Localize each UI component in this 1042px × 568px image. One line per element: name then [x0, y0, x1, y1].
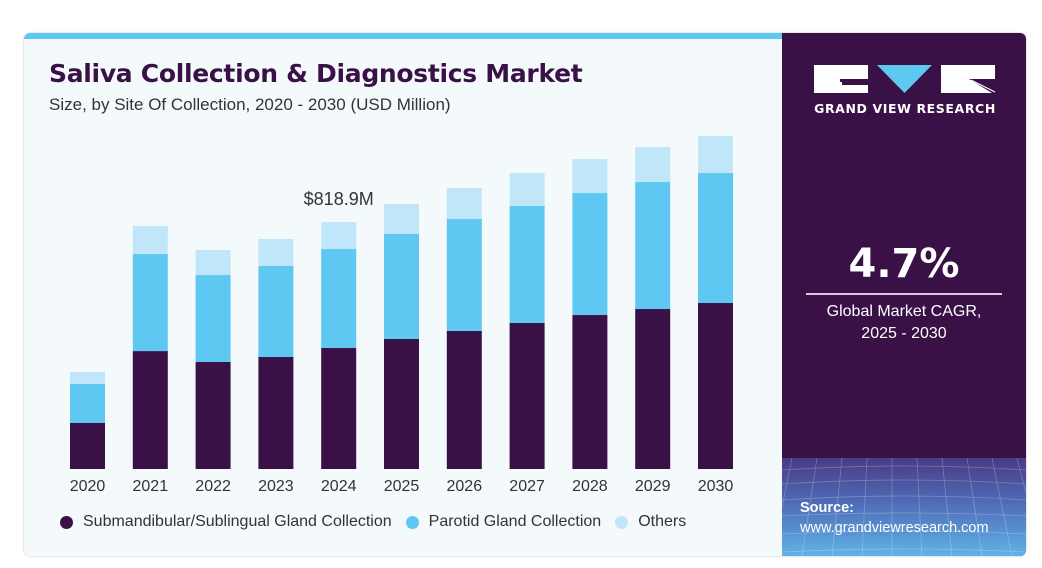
source-panel — [782, 458, 1026, 556]
bar-segment-2021-series-0 — [132, 351, 168, 469]
x-tick-label: 2020 — [70, 478, 106, 495]
x-tick-label: 2021 — [133, 478, 169, 495]
source: Source: www.grandviewresearch.com — [800, 498, 989, 538]
bar-segment-2028-series-1 — [572, 193, 608, 316]
bar-segment-2029-series-1 — [635, 182, 671, 310]
bar-segment-2025-series-2 — [384, 203, 419, 235]
x-tick-label: 2026 — [447, 478, 483, 495]
bar-segment-2030-series-1 — [698, 173, 733, 304]
grid-pattern-icon — [782, 458, 1026, 556]
bar-segment-2020-series-2 — [70, 371, 105, 385]
bar-segment-2020-series-1 — [70, 384, 105, 424]
bar-segment-2023-series-1 — [258, 266, 294, 358]
gvr-logo: GRAND VIEW RESEARCH — [814, 63, 996, 118]
data-label-2024: $818.9M — [304, 189, 374, 209]
bar-segment-2021-series-1 — [132, 254, 168, 352]
bar-segment-2026-series-1 — [446, 219, 482, 332]
source-url[interactable]: www.grandviewresearch.com — [800, 520, 989, 536]
divider — [806, 293, 1002, 295]
x-tick-label: 2024 — [321, 478, 357, 495]
bar-segment-2030-series-0 — [698, 303, 733, 469]
bar-segment-2022-series-1 — [195, 275, 231, 363]
bar-segment-2022-series-0 — [195, 362, 231, 469]
legend-label: Parotid Gland Collection — [428, 513, 602, 530]
bar-segment-2027-series-0 — [509, 323, 545, 469]
legend-item-parotid: Parotid Gland Collection — [405, 513, 602, 531]
legend-dot-icon — [615, 515, 629, 529]
legend-dot-icon — [405, 515, 419, 529]
bar-segment-2028-series-0 — [572, 315, 608, 469]
cagr-label-line1: Global Market CAGR, — [826, 303, 982, 320]
bar-segment-2027-series-1 — [509, 206, 545, 324]
cagr-label-line2: 2025 - 2030 — [861, 325, 947, 342]
x-tick-label: 2025 — [384, 478, 420, 495]
legend-label: Others — [638, 513, 687, 530]
chart-subtitle: Size, by Site Of Collection, 2020 - 2030… — [49, 95, 451, 114]
x-tick-label: 2030 — [698, 478, 734, 495]
legend-item-submandibular: Submandibular/Sublingual Gland Collectio… — [60, 513, 392, 531]
stacked-bar-chart: 2020 2021 2022 2023 2024 2025 2026 2027 2028 2029… — [70, 136, 734, 495]
brand-panel: GRAND VIEW RESEARCH 4.7% Global Market C… — [782, 33, 1026, 556]
brand-name: GRAND VIEW RESEARCH — [814, 101, 996, 116]
bar-segment-2025-series-1 — [384, 234, 419, 339]
bar-segment-2020-series-0 — [70, 423, 105, 469]
bar-segment-2025-series-0 — [384, 339, 419, 469]
bar-segment-2023-series-2 — [258, 239, 294, 267]
cagr-label: Global Market CAGR, 2025 - 2030 — [782, 301, 1026, 345]
bar-segment-2022-series-2 — [195, 250, 231, 276]
cagr-value: 4.7% — [848, 241, 960, 287]
legend-item-others: Others — [615, 513, 686, 531]
bar-segment-2026-series-2 — [446, 188, 482, 220]
x-tick-label: 2022 — [195, 478, 231, 495]
accent-bar — [24, 33, 782, 39]
bar-segment-2023-series-0 — [258, 357, 294, 469]
bar-segment-2028-series-2 — [572, 159, 608, 194]
legend: Submandibular/Sublingual Gland Collectio… — [60, 513, 700, 531]
chart-panel: Saliva Collection & Diagnostics Market S… — [24, 33, 782, 556]
x-tick-label: 2028 — [572, 478, 608, 495]
x-tick-label: 2027 — [509, 478, 545, 495]
bar-segment-2029-series-0 — [635, 309, 671, 469]
x-tick-label: 2029 — [635, 478, 671, 495]
bar-segment-2030-series-2 — [698, 136, 733, 174]
bar-segment-2029-series-2 — [635, 147, 671, 183]
x-tick-label: 2023 — [258, 478, 294, 495]
chart-title: Saliva Collection & Diagnostics Market — [49, 59, 583, 88]
gvr-logo-icon — [814, 65, 996, 93]
legend-label: Submandibular/Sublingual Gland Collectio… — [83, 513, 392, 530]
bar-segment-2024-series-0 — [321, 348, 357, 469]
infographic-card: Saliva Collection & Diagnostics Market S… — [24, 33, 1026, 556]
bar-segment-2024-series-1 — [321, 249, 357, 349]
bar-segment-2021-series-2 — [132, 226, 168, 255]
bar-segment-2027-series-2 — [509, 173, 545, 207]
bar-segment-2026-series-0 — [446, 331, 482, 469]
legend-dot-icon — [60, 515, 73, 529]
source-label: Source: — [800, 500, 854, 516]
bar-segment-2024-series-2 — [321, 222, 357, 250]
